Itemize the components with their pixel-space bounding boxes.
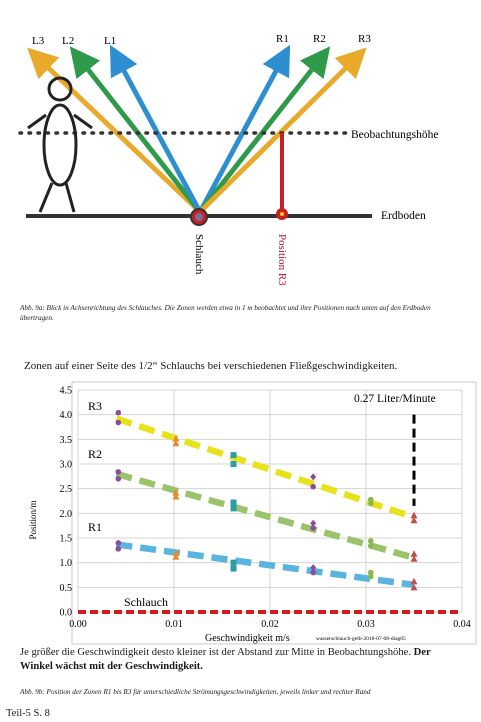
data-point [410,511,418,519]
chart-ticks: 0.0 0.5 1.0 1.5 2.0 2.5 3.0 3.5 4.0 4.5 0.00 0.01 0.… [60,386,471,631]
data-point [310,473,317,481]
data-point [115,419,122,426]
ray-label-r3: R3 [358,33,371,45]
ray-l2 [69,46,202,214]
ray-label-l1: L1 [104,35,116,47]
data-point [115,476,122,482]
source-note: wasserschlauch-gelb-2018-07-08-diag05 [316,636,406,642]
data-point [310,519,317,527]
data-point [368,538,374,544]
data-point [230,499,237,506]
data-point [410,555,418,562]
x-tick-label: 0.00 [69,619,87,630]
data-point [368,500,374,507]
data-point [172,439,180,447]
ray-label-l2: L2 [62,35,74,47]
data-point [368,573,374,580]
data-point [310,525,317,531]
data-point [310,483,317,490]
figure-9a-diagram: L3 L2 L1 R1 R2 R3 Beobachtungshöhe Erdbo… [18,33,439,286]
data-point [368,496,374,503]
y-tick-label: 2.5 [60,484,73,495]
data-point [115,469,122,475]
ray-label-r1: R1 [276,33,289,45]
observation-label: Beobachtungshöhe [351,129,439,141]
data-point [410,583,418,591]
data-point [230,461,237,467]
series-line-r2 [115,470,415,561]
hose-label: Schlauch [193,234,205,275]
series-label-r1: R1 [88,520,102,534]
ray-r2 [198,46,331,214]
data-point [230,565,237,572]
chart-grid [77,389,463,613]
ground-label: Erdboden [381,210,426,222]
chart-series [78,409,462,614]
series-label-r2: R2 [88,447,102,461]
flow-rate-annotation: 0.27 Liter/Minute [354,393,436,405]
y-tick-label: 0.0 [60,608,73,619]
ray-l1 [109,44,203,214]
conclusion-bold: Der Winkel wächst mit der Geschwindigkei… [20,647,431,672]
y-tick-label: 3.5 [60,435,73,446]
y-tick-label: 1.5 [60,534,73,545]
data-point [115,409,122,416]
y-tick-label: 4.5 [60,386,73,397]
data-point [172,549,180,556]
page-footer: Teil-5 S. 8 [6,708,50,719]
ray-r3 [198,47,367,214]
x-tick-label: 0.03 [357,619,375,630]
data-point [368,569,374,576]
ray-label-r2: R2 [313,33,326,45]
series-label-r3: R3 [88,399,102,413]
x-tick-label: 0.01 [165,619,183,630]
figure-9b-chart: 0.0 0.5 1.0 1.5 2.0 2.5 3.0 3.5 4.0 4.5 0.00 0.01 0.… [28,381,477,645]
ray-l3 [27,47,202,214]
data-point [230,452,237,459]
conclusion-paragraph: Je größer die Geschwindigkeit desto klei… [20,646,460,674]
conclusion-text: Je größer die Geschwindigkeit desto klei… [20,647,411,658]
x-axis-label: Geschwindigkeit m/s [205,633,290,644]
observer-figure [27,76,93,213]
data-point [115,546,122,552]
data-point [172,434,180,442]
data-point [172,489,180,496]
x-tick-label: 0.04 [453,619,471,630]
series-label-schlauch: Schlauch [124,595,168,609]
ray-label-l3: L3 [32,35,45,47]
data-point [410,577,418,585]
figure-9a-caption: Abb. 9a: Blick in Achsenrichtung des Sch… [20,304,431,322]
x-tick-label: 0.02 [261,619,279,630]
y-tick-label: 2.0 [60,509,73,520]
y-tick-label: 3.0 [60,460,73,471]
y-tick-label: 0.5 [60,583,73,594]
data-point [230,559,237,566]
data-point [172,553,180,560]
data-point [310,564,317,572]
section-heading: Zonen auf einer Seite des 1/2“ Schlauchs… [24,360,398,372]
series-line-r3 [115,415,416,521]
series-line-r1 [115,541,415,589]
figure-9b-caption: Abb. 9b: Position der Zonen R1 bis R3 fü… [20,688,371,696]
ray-r1 [197,44,291,214]
y-tick-label: 1.0 [60,558,73,569]
data-point [115,540,122,546]
data-point [310,569,317,576]
data-point [368,543,374,549]
data-point [230,505,237,512]
position-r3-label: Position R3 [276,234,288,286]
y-tick-label: 4.0 [60,410,73,421]
y-axis-label: Position/m [28,500,38,539]
data-point [172,493,180,500]
data-point [410,550,418,557]
data-point [410,516,418,524]
